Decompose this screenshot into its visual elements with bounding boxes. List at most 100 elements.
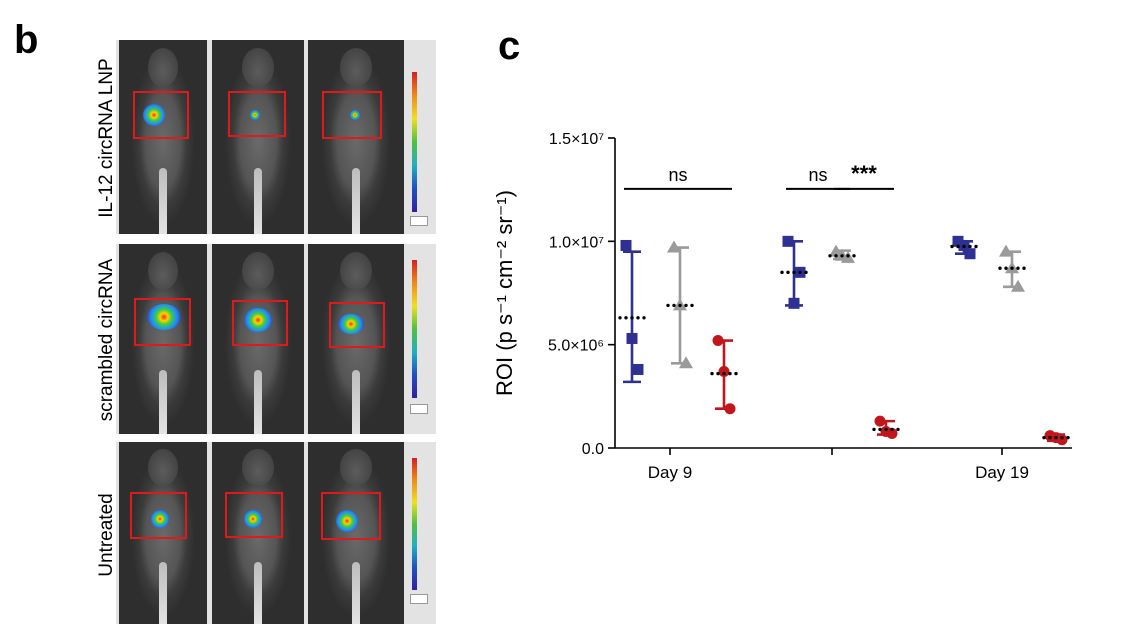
data-point-circle [886, 428, 898, 440]
significance-label: ns [808, 165, 827, 185]
mean-marker-dot [618, 316, 622, 320]
mean-marker-dot [890, 427, 894, 432]
mean-marker-dot [834, 254, 838, 258]
mouse-image [308, 244, 404, 434]
mean-marker-dot [798, 270, 802, 275]
colorbar-caption [410, 404, 428, 414]
data-point-square [952, 235, 964, 247]
y-tick-label: 5.0×10⁶ [548, 338, 604, 355]
mean-marker-dot [786, 270, 790, 275]
luminescence-signal [143, 104, 165, 126]
mean-marker-dot [1048, 435, 1052, 440]
mean-marker-dot [684, 303, 688, 308]
data-point-square [782, 235, 794, 247]
mean-marker-dot [792, 270, 796, 275]
mouse-image [308, 40, 404, 234]
mouse-image [212, 442, 304, 624]
mean-marker-dot [804, 270, 808, 275]
mean-marker-dot [678, 303, 682, 308]
roi-box [321, 492, 381, 540]
significance-label: ns [668, 165, 687, 185]
x-tick-label: Day 9 [648, 463, 692, 482]
mean-marker-dot [1042, 435, 1046, 440]
mean-marker-dot [710, 371, 714, 376]
mouse-image [212, 244, 304, 434]
mean-marker-dot [1010, 266, 1014, 270]
mean-marker-dot [956, 244, 960, 249]
mean-marker-dot [716, 371, 720, 376]
mean-marker-dot [950, 244, 954, 249]
mouse-image [119, 442, 207, 624]
data-point-triangle [679, 356, 693, 369]
mean-marker-dot [722, 371, 726, 376]
imaging-row-il12 [116, 40, 436, 234]
data-point-circle [1056, 434, 1068, 446]
mean-marker-dot [1016, 266, 1020, 270]
y-tick-label: 1.5×10⁷ [549, 131, 604, 148]
luminescence-signal [244, 308, 272, 332]
mean-marker-dot [962, 244, 966, 249]
mean-marker-dot [630, 316, 634, 320]
luminescence-signal [338, 314, 364, 334]
mean-marker-dot [1054, 435, 1058, 440]
data-point-circle [724, 403, 736, 415]
colorbar-caption [410, 594, 428, 604]
mean-marker-dot [690, 303, 694, 308]
roi-box [225, 492, 283, 538]
significance-label: *** [851, 161, 877, 186]
mean-marker-dot [878, 427, 882, 432]
mean-marker-dot [884, 427, 888, 432]
data-point-triangle [1011, 279, 1025, 292]
luminescence-signal [250, 110, 260, 120]
y-axis-label: ROI (p s⁻¹ cm⁻² sr⁻¹) [492, 190, 517, 396]
mean-marker-dot [974, 244, 978, 249]
mean-marker-dot [728, 371, 732, 376]
panel-letter-c: c [498, 24, 521, 68]
roi-box [130, 492, 187, 539]
mean-marker-dot [636, 316, 640, 320]
mean-marker-dot [734, 371, 738, 376]
roi-box [228, 91, 286, 137]
panel-letter-b: b [14, 18, 39, 62]
mean-marker-dot [780, 270, 784, 275]
roi-box [134, 298, 191, 346]
data-point-square [964, 248, 976, 260]
luminescence-signal [147, 304, 181, 330]
mean-marker-dot [1004, 266, 1008, 270]
colorbar-caption [410, 216, 428, 226]
mean-marker-dot [872, 427, 876, 432]
imaging-grid [116, 40, 436, 625]
mean-marker-dot [852, 254, 856, 258]
luminescence-signal [350, 110, 360, 120]
y-tick-label: 0.0 [582, 441, 604, 458]
mean-marker-dot [968, 244, 972, 249]
data-point-square [620, 239, 632, 251]
roi-box [322, 91, 382, 139]
data-point-square [632, 363, 644, 375]
mean-marker-dot [672, 303, 676, 308]
mouse-image [119, 244, 207, 434]
luminescence-colorbar [412, 72, 417, 212]
mouse-image [119, 40, 207, 234]
data-point-square [626, 332, 638, 344]
data-point-triangle [999, 244, 1013, 257]
data-point-square [788, 297, 800, 309]
data-point-triangle [667, 240, 681, 253]
luminescence-signal [151, 510, 169, 528]
mean-marker-dot [1060, 435, 1064, 440]
mean-marker-dot [642, 316, 646, 320]
mean-marker-dot [666, 303, 670, 308]
imaging-row-untreated [116, 442, 436, 624]
mean-marker-dot [896, 427, 900, 432]
luminescence-signal [244, 510, 262, 528]
mean-marker-dot [1022, 266, 1026, 270]
data-point-circle [874, 415, 886, 427]
data-point-circle [718, 366, 730, 378]
mouse-image [308, 442, 404, 624]
luminescence-signal [336, 510, 358, 532]
roi-box [232, 300, 288, 346]
y-tick-label: 1.0×10⁷ [549, 234, 604, 251]
mean-marker-dot [828, 254, 832, 258]
roi-box [133, 91, 189, 139]
